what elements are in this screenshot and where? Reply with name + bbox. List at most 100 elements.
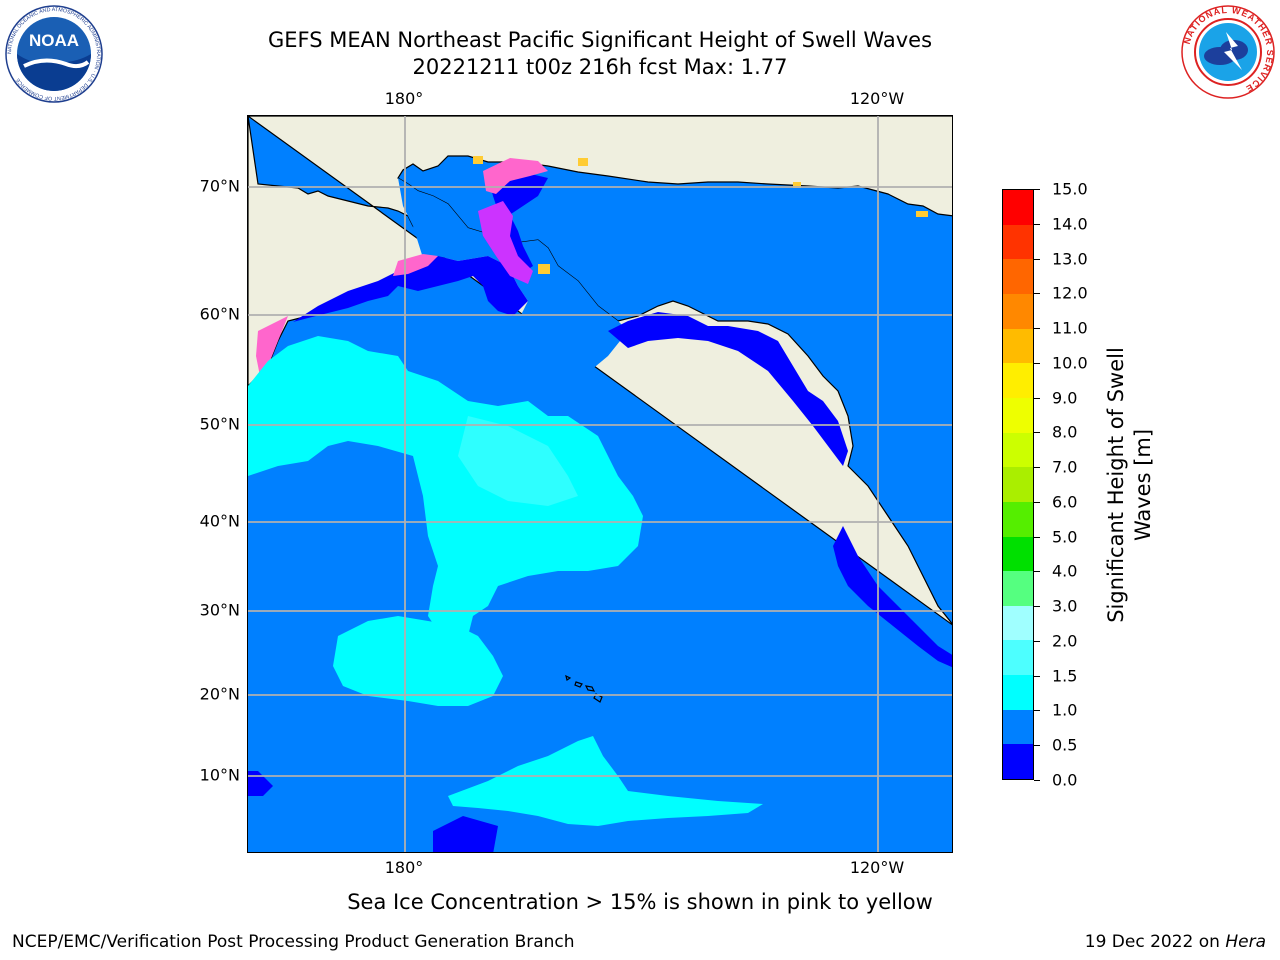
colorbar-segment	[1003, 571, 1033, 606]
colorbar-tick-label: 15.0	[1052, 179, 1088, 199]
sea-ice-chukchi	[483, 158, 548, 194]
footer-date: 19 Dec 2022 on Hera	[1085, 932, 1266, 952]
colorbar-tick-label: 9.0	[1052, 388, 1078, 408]
colorbar-segment	[1003, 397, 1033, 433]
lat-label-30n: 30°N	[199, 600, 240, 620]
colorbar-segment	[1003, 709, 1033, 745]
sea-ice-yellow-4	[916, 211, 928, 217]
colorbar-tick-mark	[1034, 397, 1040, 399]
us-west-coast-strip	[833, 526, 952, 668]
colorbar-tick-mark	[1034, 606, 1040, 608]
colorbar-tick-mark	[1034, 328, 1040, 330]
map-svg	[248, 116, 952, 852]
colorbar-tick-label: 12.0	[1052, 283, 1088, 303]
colorbar-tick-label: 2.0	[1052, 631, 1078, 651]
colorbar-label-line1: Significant Height of Swell	[1104, 347, 1128, 623]
lat-label-20n: 20°N	[199, 684, 240, 704]
colorbar-tick-label: 5.0	[1052, 527, 1078, 547]
colorbar-tick-label: 14.0	[1052, 214, 1088, 234]
colorbar-segment	[1003, 675, 1033, 710]
colorbar-tick-label: 4.0	[1052, 561, 1078, 581]
colorbar-segment	[1003, 259, 1033, 295]
colorbar-tick-mark	[1034, 258, 1040, 260]
colorbar-tick-mark	[1034, 223, 1040, 225]
sea-ice-kamchatka	[256, 316, 288, 376]
colorbar-tick-mark	[1034, 571, 1040, 573]
colorbar-tick-mark	[1034, 640, 1040, 642]
colorbar-tick-label: 6.0	[1052, 492, 1078, 512]
lon-label-top-120w: 120°W	[849, 89, 905, 108]
colorbar-segment	[1003, 224, 1033, 260]
low-swell-south	[433, 816, 498, 852]
colorbar-tick-mark	[1034, 362, 1040, 364]
sea-ice-yellow-2	[578, 158, 588, 166]
footer-date-text: 19 Dec 2022 on	[1084, 932, 1226, 952]
colorbar-tick-label: 11.0	[1052, 318, 1088, 338]
swell-height-map	[247, 115, 953, 853]
lat-label-60n: 60°N	[199, 304, 240, 324]
bering-sea-deep	[293, 256, 528, 322]
swell-region-2m	[458, 416, 578, 506]
colorbar-segment	[1003, 501, 1033, 537]
gulf-of-alaska-coast	[608, 312, 848, 466]
colorbar-segment	[1003, 190, 1033, 225]
colorbar-tick-mark	[1034, 780, 1040, 781]
colorbar-tick-mark	[1034, 675, 1040, 677]
lat-label-40n: 40°N	[199, 511, 240, 531]
colorbar-tick-mark	[1034, 432, 1040, 434]
sea-ice-yellow-3	[538, 264, 550, 274]
chart-subtitle: 20221211 t00z 216h fcst Max: 1.77	[412, 55, 788, 79]
sea-ice-bering-north	[478, 201, 533, 284]
colorbar-segment	[1003, 640, 1033, 676]
low-swell-west-edge	[248, 771, 273, 796]
colorbar-tick-label: 7.0	[1052, 457, 1078, 477]
graticule	[248, 116, 952, 852]
colorbar-tick-mark	[1034, 536, 1040, 538]
colorbar-segment	[1003, 467, 1033, 502]
colorbar-tick-label: 1.5	[1052, 666, 1078, 686]
colorbar-tick-mark	[1034, 501, 1040, 503]
sea-ice-note: Sea Ice Concentration > 15% is shown in …	[0, 890, 1280, 914]
colorbar-segment	[1003, 432, 1033, 468]
colorbar	[1002, 189, 1034, 780]
lon-label-top-180: 180°	[384, 89, 424, 108]
swell-region-northwest	[248, 336, 643, 646]
bering-sea	[398, 178, 628, 386]
colorbar-tick-label: 3.0	[1052, 596, 1078, 616]
colorbar-tick-mark	[1034, 745, 1040, 747]
noaa-logo: NOAA NATIONAL OCEANIC AND ATMOSPHERIC AD…	[5, 5, 103, 103]
sea-ice-yellow-1	[473, 156, 483, 164]
footer-system: Hera	[1225, 932, 1266, 952]
colorbar-tick-label: 0.0	[1052, 770, 1078, 790]
lon-label-bottom-180: 180°	[384, 858, 424, 877]
colorbar-tick-mark	[1034, 710, 1040, 712]
colorbar-tick-mark	[1034, 293, 1040, 295]
colorbar-segment	[1003, 744, 1033, 779]
chart-title: GEFS MEAN Northeast Pacific Significant …	[267, 28, 933, 52]
colorbar-segment	[1003, 328, 1033, 364]
colorbar-tick-label: 8.0	[1052, 422, 1078, 442]
hawaii-islands	[565, 674, 603, 703]
colorbar-tick-mark	[1034, 467, 1040, 469]
colorbar-tick-label: 10.0	[1052, 353, 1088, 373]
lat-label-10n: 10°N	[199, 765, 240, 785]
lon-label-bottom-120w: 120°W	[849, 858, 905, 877]
lat-label-70n: 70°N	[199, 176, 240, 196]
noaa-logo-text: NOAA	[29, 31, 79, 50]
colorbar-tick-label: 0.5	[1052, 735, 1078, 755]
sea-ice-note-text: Sea Ice Concentration > 15% is shown in …	[347, 890, 933, 914]
colorbar-label-line2: Waves [m]	[1131, 428, 1155, 542]
colorbar-tick-label: 1.0	[1052, 700, 1078, 720]
colorbar-segment	[1003, 294, 1033, 329]
nws-logo: NATIONAL WEATHER SERVICE	[1181, 5, 1275, 99]
swell-region-tropical	[448, 736, 763, 826]
lat-label-50n: 50°N	[199, 414, 240, 434]
footer-credit: NCEP/EMC/Verification Post Processing Pr…	[12, 932, 575, 952]
colorbar-segment	[1003, 363, 1033, 398]
colorbar-tick-label: 13.0	[1052, 249, 1088, 269]
sea-ice-yellow-5	[793, 182, 801, 188]
colorbar-segment	[1003, 536, 1033, 572]
colorbar-tick-mark	[1034, 189, 1040, 190]
swell-region-subtropical	[333, 616, 503, 706]
colorbar-segment	[1003, 605, 1033, 641]
